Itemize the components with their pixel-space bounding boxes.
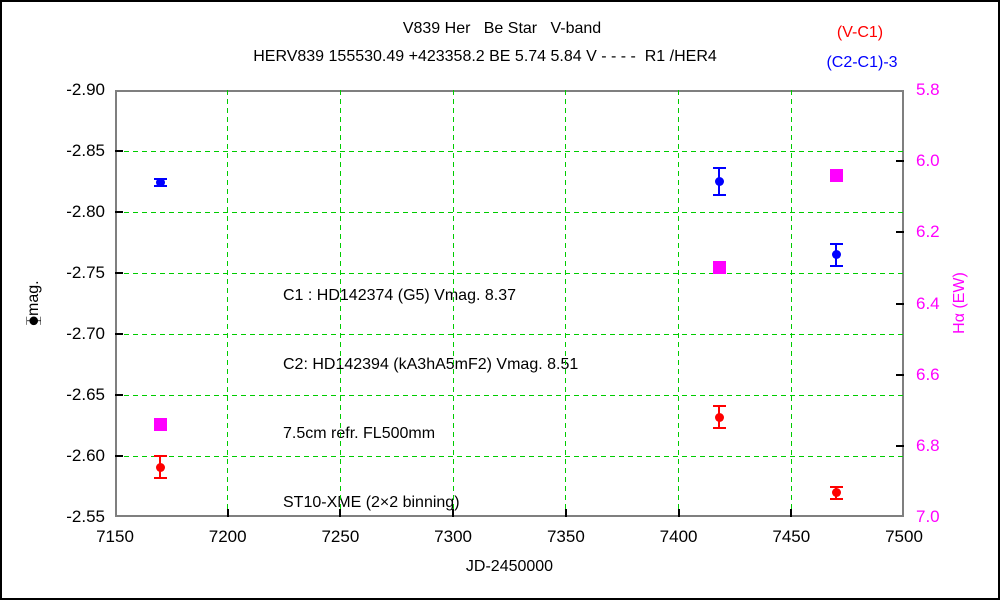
annotation-line-2: C2: HD142394 (kA3hA5mF2) Vmag. 8.51 [283,356,579,373]
axis-tick-bottom [790,509,793,517]
h-gridline [115,455,904,457]
axis-tick-right [896,231,904,234]
axis-tick-bottom [339,509,342,517]
v-gridline [339,90,341,517]
h-gridline [115,211,904,213]
chart-title: V839 Her Be Star V-band [402,20,602,37]
annotation-line-3: 7.5cm refr. FL500mm [283,425,436,442]
y-tick-label-left: -2.85 [66,141,105,160]
chart-subtitle: HERV839 155530.49 +423358.2 BE 5.74 5.84… [253,48,717,65]
axis-tick-right [896,160,904,163]
axis-tick-bottom [677,509,680,517]
annotation-line-4: ST10-XME (2×2 binning) [283,494,460,511]
y-tick-label-left: -2.55 [66,507,105,526]
y-tick-label-right: 7.0 [916,507,940,526]
axis-tick-left [115,394,123,396]
y-tick-label-left: -2.60 [66,446,105,465]
x-tick-label: 7300 [434,527,472,546]
plot-area: C1 : HD142374 (G5) Vmag. 8.37 C2: HD1423… [115,90,904,517]
error-bar-cap [153,477,167,479]
h-gridline [115,333,904,335]
x-tick-label: 7150 [96,527,134,546]
data-point-circle [831,488,841,498]
data-point-square [829,168,843,182]
y-axis-label-left: ⧳mag. [25,280,42,326]
x-tick-label: 7500 [885,527,923,546]
annotation-line-1: C1 : HD142374 (G5) Vmag. 8.37 [283,287,517,304]
axis-tick-bottom [452,509,455,517]
x-tick-label: 7350 [546,527,585,546]
x-axis-label: JD-2450000 [465,558,554,575]
error-bar-cap [829,485,843,488]
data-point-circle [155,462,165,472]
h-gridline [115,272,904,274]
error-bar-cap [829,264,843,267]
x-tick-label: 7200 [208,527,247,546]
y-tick-label-right: 6.0 [916,151,940,171]
error-bar-cap [153,455,167,457]
y-tick-label-left: -2.90 [66,80,105,99]
axis-tick-left [115,455,123,457]
h-gridline [115,150,904,152]
v-gridline [565,90,567,517]
y-tick-label-right: 6.4 [916,293,940,313]
v-gridline [790,90,792,517]
error-bar-cap [712,167,726,170]
y-tick-label-right: 6.6 [916,364,940,384]
data-point-square [153,418,167,431]
axis-tick-left [115,211,123,213]
y-tick-label-left: -2.65 [66,385,105,404]
y-tick-label-left: -2.70 [66,324,105,343]
y-tick-label-left: -2.80 [66,202,105,221]
error-bar-cap [712,426,726,429]
data-point-circle [714,412,724,422]
error-bar-cap [829,242,843,245]
x-tick-label: 7400 [659,527,698,546]
error-bar-cap [829,497,843,500]
data-point-circle [155,178,165,188]
axis-tick-bottom [226,509,229,517]
axis-tick-left [115,150,123,152]
axis-tick-left [115,333,123,335]
error-bar-cap [712,405,726,407]
error-bar-cap [712,193,726,196]
y-tick-label-left: -2.75 [66,263,105,282]
axis-tick-bottom [564,509,567,517]
x-tick-label: 7450 [772,527,811,546]
axis-tick-left [115,272,123,274]
data-point-circle [831,250,841,260]
v-gridline [227,90,229,517]
legend-entry-c2-c1: (C2-C1)-3 [826,54,898,71]
legend-entry-v-c1: (V-C1) [836,24,884,41]
data-point-square [712,261,726,275]
x-tick-label: 7250 [321,527,360,546]
y-tick-label-right: 6.8 [916,435,940,455]
y-tick-label-right: 6.2 [916,222,940,242]
data-point-circle [714,177,724,186]
annotation-block: C1 : HD142374 (G5) Vmag. 8.37 C2: HD1423… [283,238,578,560]
y-tick-label-right: 5.8 [916,80,940,99]
h-gridline [115,394,904,396]
axis-tick-right [896,373,904,376]
v-gridline [452,90,454,517]
axis-tick-right [896,444,904,447]
v-gridline [678,90,680,517]
axis-tick-right [896,302,904,305]
